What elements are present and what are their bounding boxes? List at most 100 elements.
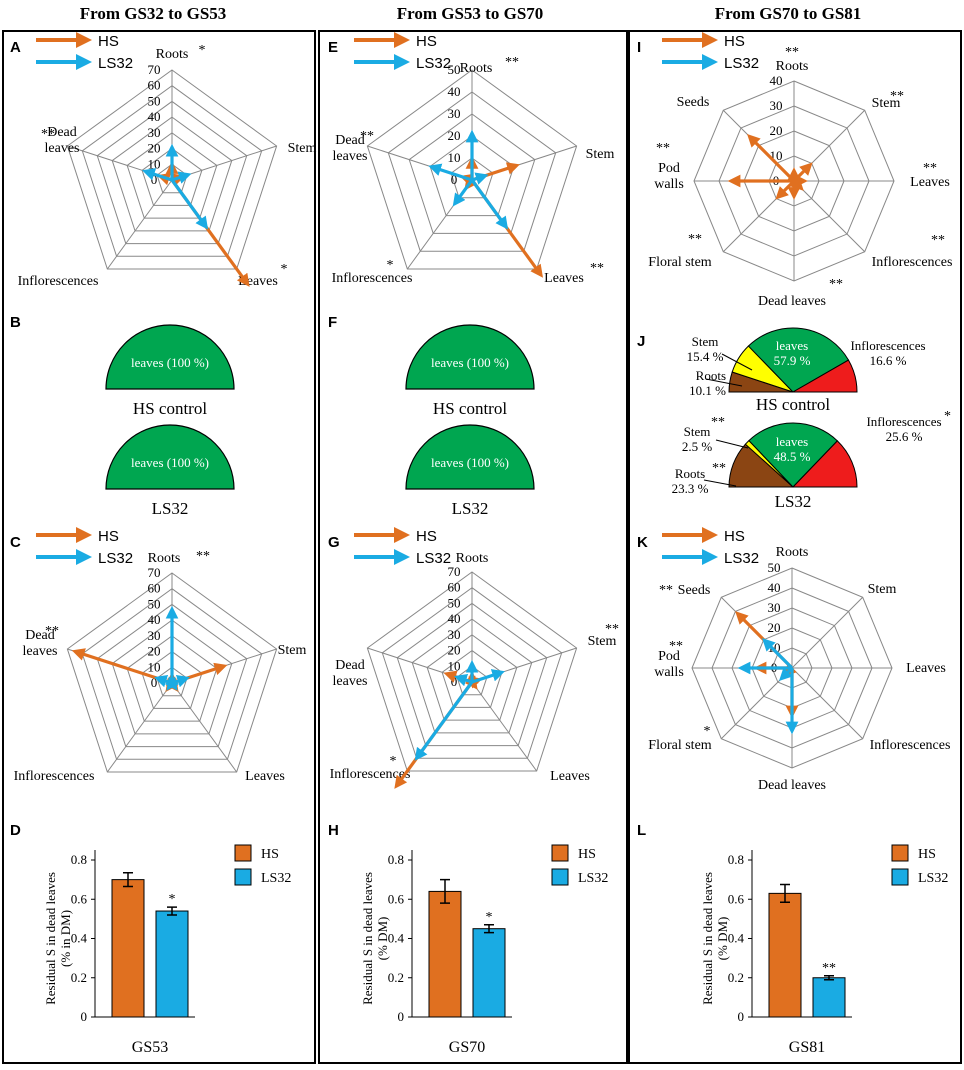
axis-label-dead-leaves: leaves xyxy=(23,644,58,659)
column-title-3: From GS70 to GS81 xyxy=(714,4,862,23)
pie-value-inflorescences: 16.6 % xyxy=(870,353,907,368)
legend-label-hs: HS xyxy=(261,847,279,862)
axis-label-roots: Roots xyxy=(456,551,489,566)
y-tick-label: 0.2 xyxy=(71,970,87,985)
radar-tick-label: 30 xyxy=(768,600,781,615)
legend-label-ls32: LS32 xyxy=(261,871,291,886)
axis-label-dead-leaves: Dead leaves xyxy=(758,778,826,793)
legend-label-hs: HS xyxy=(918,847,936,862)
axis-label-inflorescences: Inflorescences xyxy=(332,271,413,286)
pie-caption: HS control xyxy=(756,395,830,414)
legend-c: HS LS32 xyxy=(36,527,133,567)
pie-leader-line xyxy=(703,479,737,487)
y-tick-label: 0.4 xyxy=(388,931,405,946)
error-bar xyxy=(123,872,133,888)
y-tick-label: 0.4 xyxy=(71,931,88,946)
radar-grid-ring xyxy=(66,69,278,270)
error-bar xyxy=(440,878,450,904)
y-axis-label: Residual S in dead leaves(% DM) xyxy=(360,872,390,1005)
legend-label-hs: HS xyxy=(416,33,437,50)
radar-tick-label: 50 xyxy=(148,93,161,108)
significance-star: * xyxy=(281,262,288,277)
error-bar xyxy=(824,975,834,981)
arrow-ls32-stem xyxy=(471,669,505,684)
pie-slice-label: leaves (100 %) xyxy=(431,455,509,470)
pie-slice-leaves xyxy=(105,424,235,490)
radar-grid-ring xyxy=(81,588,263,760)
pie-label-inflorescences: Inflorescences xyxy=(866,414,941,429)
y-tick-label: 0 xyxy=(398,1009,405,1024)
radar-grid-ring xyxy=(111,619,233,735)
significance-star: ** xyxy=(890,89,904,104)
arrow-ls32-leaves xyxy=(170,179,209,230)
arrow-hs-seeds xyxy=(747,134,796,183)
axis-label-floral-stem: Floral stem xyxy=(648,255,711,270)
significance-star: ** xyxy=(41,127,55,142)
axis-label-stem: Stem xyxy=(288,141,317,156)
pie-value-leaves: 57.9 % xyxy=(774,353,811,368)
significance-star: ** xyxy=(656,141,670,156)
arrow-ls32-stem xyxy=(171,675,191,688)
radar-grid-ring xyxy=(366,69,578,270)
radar-tick-label: 60 xyxy=(448,580,461,595)
bar-chart-h: 0 0.2 0.4 0.6 0.8 Residual S in dead leaves(%… xyxy=(328,822,608,1056)
legend-label-hs: HS xyxy=(724,33,745,50)
radar-axis-line xyxy=(791,667,864,740)
bar-chart-d: 0 0.2 0.4 0.6 0.8 Residual S in dead leaves(%… xyxy=(10,822,291,1056)
radar-tick-label: 30 xyxy=(448,106,461,121)
significance-star: ** xyxy=(590,261,604,276)
radar-tick-label: 50 xyxy=(448,62,461,77)
radar-tick-label: 20 xyxy=(148,141,161,156)
pie-label-leaves: leaves xyxy=(776,434,808,449)
significance-star: ** xyxy=(659,583,673,598)
y-tick-label: 0.6 xyxy=(388,891,405,906)
arrow-ls32-dead-leaves xyxy=(453,674,473,687)
radar-chart-i: 010203040Roots**Stem**Leaves**Infloresce… xyxy=(637,39,952,309)
radar-tick-label: 20 xyxy=(448,128,461,143)
column-box-1 xyxy=(2,30,316,1064)
pie-caption: HS control xyxy=(433,399,507,418)
bar-ls32 xyxy=(155,910,189,1018)
pie-label-leaves: leaves xyxy=(776,338,808,353)
axis-label-inflorescences: Inflorescences xyxy=(872,255,953,270)
legend-swatch-hs xyxy=(234,844,252,862)
legend-label-ls: LS32 xyxy=(98,55,133,72)
radar-tick-label: 0 xyxy=(451,172,458,187)
legend-label-hs: HS xyxy=(416,528,437,545)
radar-tick-label: 50 xyxy=(768,560,781,575)
panel-letter-l: L xyxy=(637,822,646,839)
significance-star: ** xyxy=(505,55,519,70)
axis-label-stem: Stem xyxy=(588,634,617,649)
arrow-ls32-seeds xyxy=(762,638,794,670)
bar-chart-l: 0 0.2 0.4 0.6 0.8 Residual S in dead leaves(%… xyxy=(637,822,948,1056)
axis-label-dead-leaves: Dead xyxy=(25,628,55,643)
arrow-hs-floral-stem xyxy=(775,179,796,200)
legend-label-ls32: LS32 xyxy=(578,871,608,886)
legend-label-ls: LS32 xyxy=(98,550,133,567)
significance-star: ** xyxy=(829,277,843,292)
significance-star: ** xyxy=(711,415,725,430)
radar-grid-ring xyxy=(387,91,557,252)
radar-chart-g: 010203040506070RootsStem**LeavesInflores… xyxy=(328,534,619,789)
radar-grid-ring xyxy=(66,572,278,773)
axis-label-dead-leaves: leaves xyxy=(333,674,368,689)
axis-label-leaves: Leaves xyxy=(550,769,590,784)
radar-axis-line xyxy=(793,180,866,253)
radar-tick-label: 70 xyxy=(448,564,461,579)
axis-label-dead-leaves: Dead xyxy=(47,125,77,140)
pie-caption: HS control xyxy=(133,399,207,418)
legend-swatch-ls32 xyxy=(891,868,909,886)
y-tick-label: 0.4 xyxy=(728,931,745,946)
radar-tick-label: 10 xyxy=(448,658,461,673)
y-tick-label: 0 xyxy=(81,1009,88,1024)
arrow-ls32-stem xyxy=(471,172,489,185)
legend-e: HS LS32 xyxy=(354,32,451,72)
radar-tick-label: 50 xyxy=(448,595,461,610)
radar-grid-ring xyxy=(426,634,518,721)
radar-axis-line xyxy=(106,179,173,270)
radar-grid-ring xyxy=(81,85,263,257)
